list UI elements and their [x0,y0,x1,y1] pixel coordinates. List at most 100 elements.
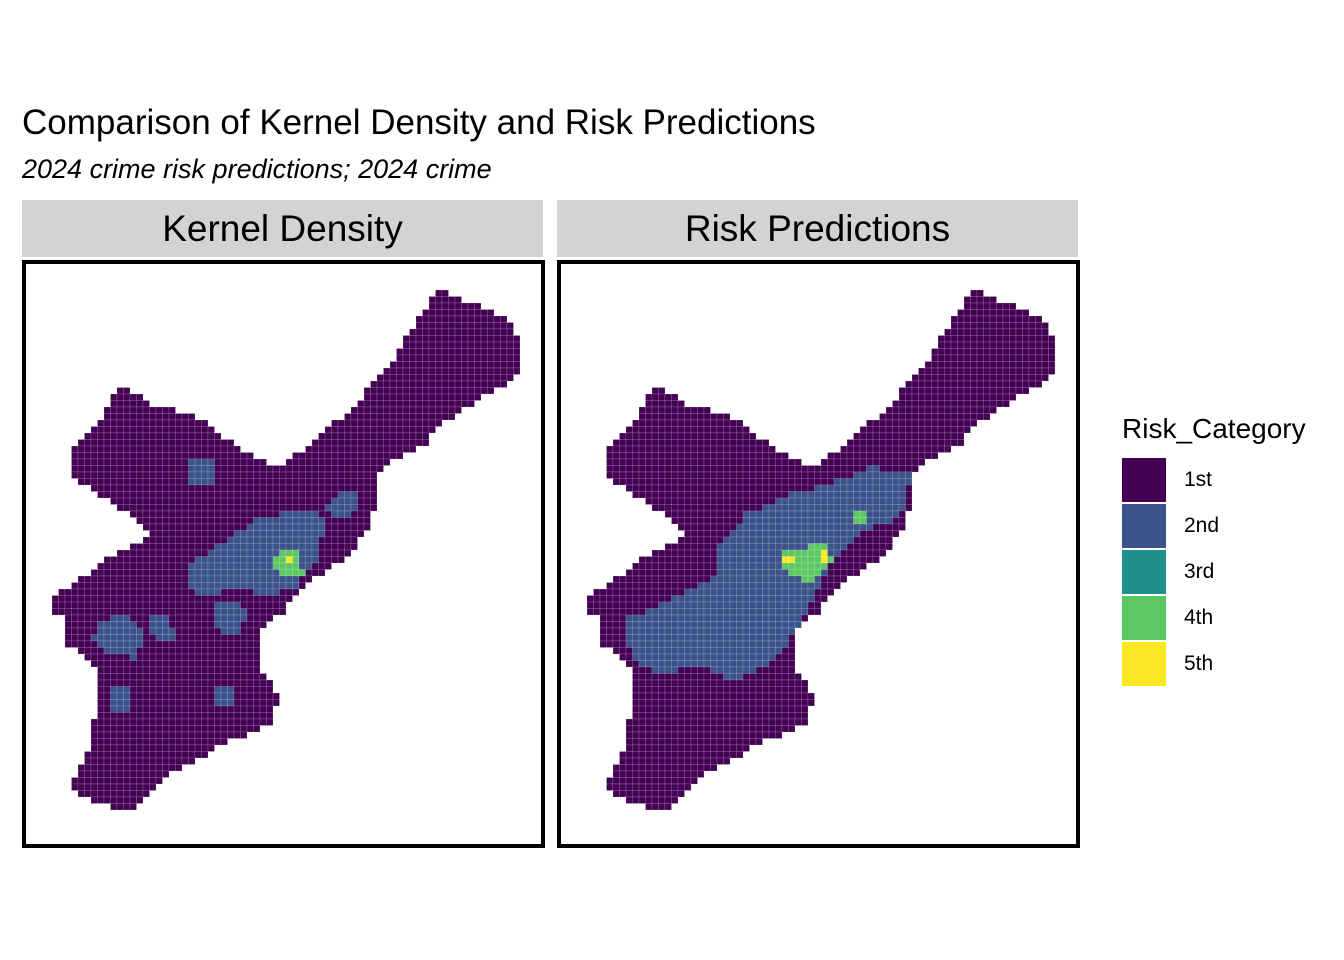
grid-cell [363,445,371,453]
grid-cell [279,601,287,609]
grid-cell [84,783,92,791]
grid-cell [435,289,443,297]
grid-cell [324,504,332,512]
grid-cell [801,510,809,518]
grid-cell [684,445,692,453]
grid-cell [363,387,371,395]
grid-cell [331,471,339,479]
grid-cell [168,725,176,733]
grid-cell [781,653,789,661]
grid-cell [214,478,222,486]
grid-cell [324,562,332,570]
grid-cell [194,556,202,564]
grid-cell [77,445,85,453]
grid-cell [664,575,672,583]
grid-cell [976,309,984,317]
grid-cell [350,439,358,447]
grid-cell [227,673,235,681]
grid-cell [775,647,783,655]
grid-cell [1002,367,1010,375]
grid-cell [950,335,958,343]
grid-cell [194,608,202,616]
grid-cell [298,517,306,525]
grid-cell [697,699,705,707]
grid-cell [651,432,659,440]
grid-cell [853,523,861,531]
grid-cell [84,582,92,590]
grid-cell [658,686,666,694]
grid-cell [370,380,378,388]
grid-cell [233,725,241,733]
grid-cell [279,523,287,531]
grid-cell [233,484,241,492]
grid-cell [207,504,215,512]
grid-cell [775,510,783,518]
grid-cell [983,380,991,388]
grid-cell [768,666,776,674]
grid-cell [658,458,666,466]
grid-cell [645,419,653,427]
grid-cell [606,595,614,603]
grid-cell [1002,354,1010,362]
grid-cell [233,673,241,681]
grid-cell [129,478,137,486]
grid-cell [292,582,300,590]
grid-cell [658,783,666,791]
grid-cell [736,484,744,492]
grid-cell [448,335,456,343]
grid-cell [729,627,737,635]
grid-cell [246,595,254,603]
grid-cell [840,484,848,492]
grid-cell [677,517,685,525]
grid-cell [77,471,85,479]
grid-cell [723,640,731,648]
grid-cell [658,712,666,720]
grid-cell [742,699,750,707]
grid-cell [71,458,79,466]
grid-cell [285,575,293,583]
grid-cell [207,595,215,603]
grid-cell [155,523,163,531]
grid-cell [762,556,770,564]
grid-cell [350,478,358,486]
grid-cell [651,393,659,401]
grid-cell [963,309,971,317]
grid-cell [716,582,724,590]
grid-cell [175,731,183,739]
grid-cell [97,751,105,759]
grid-cell [90,569,98,577]
grid-cell [123,452,131,460]
grid-cell [781,458,789,466]
grid-cell [324,478,332,486]
grid-cell [97,419,105,427]
grid-cell [690,419,698,427]
grid-cell [736,679,744,687]
grid-cell [1009,335,1017,343]
grid-cell [690,471,698,479]
grid-cell [129,582,137,590]
grid-cell [207,517,215,525]
grid-cell [142,634,150,642]
grid-cell [762,543,770,551]
grid-cell [723,614,731,622]
grid-cell [671,510,679,518]
grid-cell [298,543,306,551]
grid-cell [214,504,222,512]
grid-cell [415,426,423,434]
grid-cell [415,380,423,388]
grid-cell [220,484,228,492]
grid-cell [136,692,144,700]
grid-cell [645,731,653,739]
grid-cell [474,380,482,388]
grid-cell [448,413,456,421]
grid-cell [801,608,809,616]
grid-cell [246,614,254,622]
grid-cell [136,595,144,603]
grid-cell [742,523,750,531]
grid-cell [749,491,757,499]
grid-cell [794,718,802,726]
grid-cell [814,608,822,616]
grid-cell [136,666,144,674]
grid-cell [142,439,150,447]
grid-cell [697,673,705,681]
